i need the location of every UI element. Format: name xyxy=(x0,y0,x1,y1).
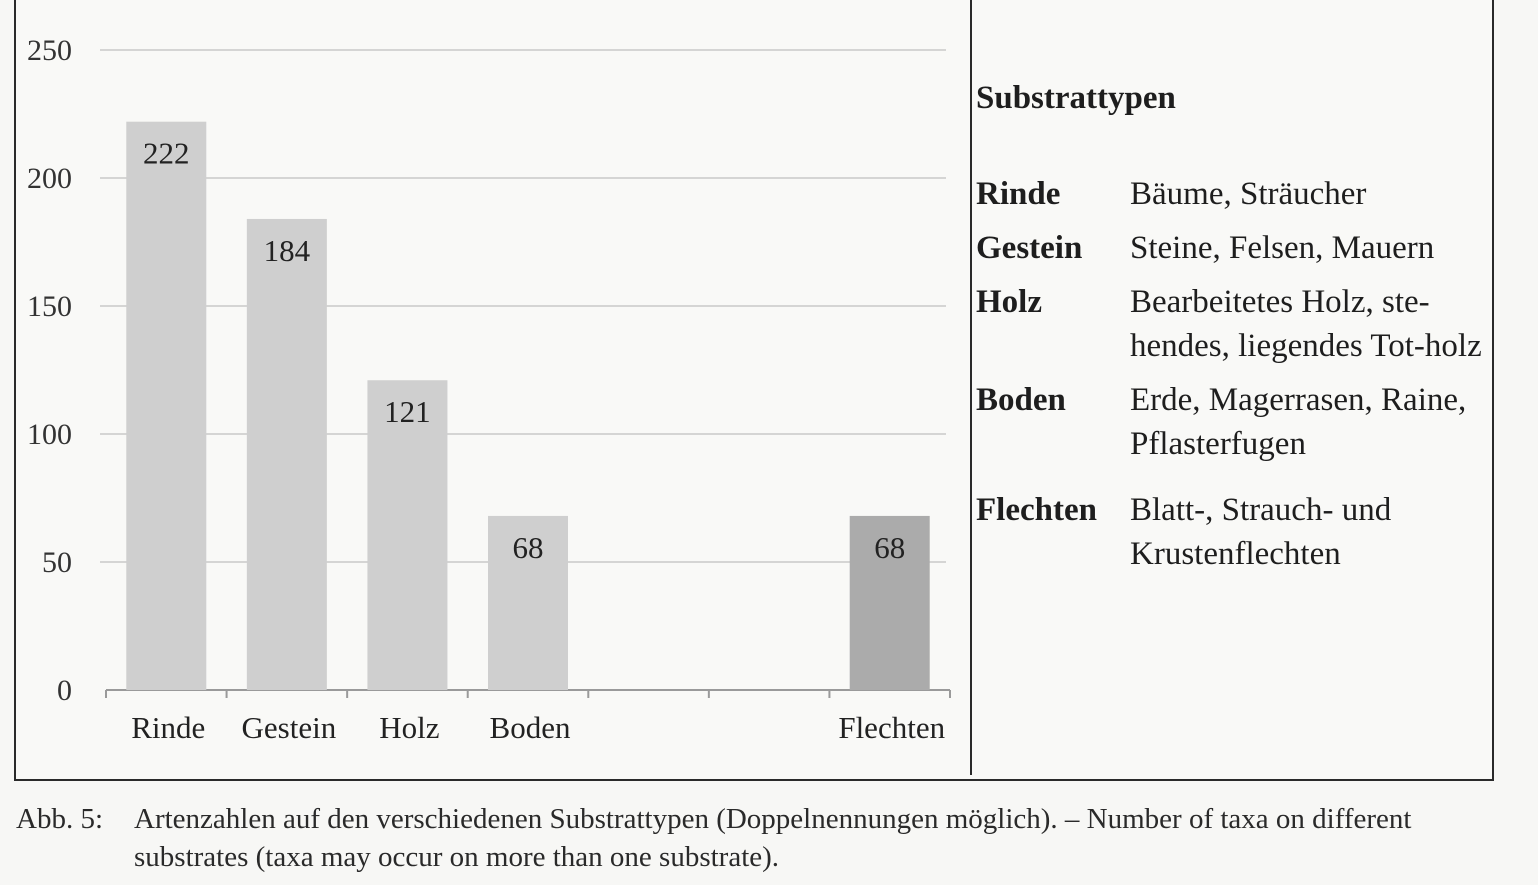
legend-desc: Bäume, Sträucher xyxy=(1130,176,1367,212)
caption-number: Abb. 5: xyxy=(16,803,103,835)
bar-chart: 0 50 100 150 200 250 222 Rinde 184 Gestein 121 Holz… xyxy=(27,34,951,745)
y-tick-label: 150 xyxy=(27,290,72,323)
bar-value-label: 68 xyxy=(874,530,905,565)
legend-title: Substrattypen xyxy=(976,80,1176,116)
x-category-label: Gestein xyxy=(242,710,337,745)
legend-term: Rinde xyxy=(976,176,1061,212)
panel-divider xyxy=(970,0,972,775)
bar xyxy=(126,121,207,691)
bar-value-label: 222 xyxy=(143,136,190,171)
bar xyxy=(488,515,568,690)
figure-caption: Abb. 5: Artenzahlen auf den verschiedene… xyxy=(16,800,1506,876)
bar-value-label: 184 xyxy=(264,233,311,268)
legend-row-boden: Boden Erde, Magerrasen, Raine, Pflasterf… xyxy=(976,378,1486,466)
legend-term: Flechten xyxy=(976,492,1097,528)
y-tick-label: 200 xyxy=(27,162,72,195)
legend-row-holz: Holz Bearbeitetes Holz, ste-hendes, lieg… xyxy=(976,280,1486,368)
y-tick-label: 250 xyxy=(27,34,72,67)
legend-desc: Erde, Magerrasen, Raine, Pflasterfugen xyxy=(1130,382,1467,462)
x-category-label: Holz xyxy=(379,710,439,745)
legend-term: Boden xyxy=(976,382,1066,418)
bar xyxy=(367,380,448,690)
legend-desc: Blatt-, Strauch- und Krustenflechten xyxy=(1130,492,1392,572)
legend-desc: Bearbeitetes Holz, ste-hendes, liegendes… xyxy=(1130,284,1482,364)
legend-row-flechten: Flechten Blatt-, Strauch- und Krustenfle… xyxy=(976,488,1486,576)
legend-panel: Substrattypen Rinde Bäume, Sträucher Ges… xyxy=(976,78,1486,586)
y-tick-label: 100 xyxy=(27,418,72,451)
y-tick-label: 0 xyxy=(57,674,72,707)
bar xyxy=(849,515,930,690)
y-tick-label: 50 xyxy=(42,546,72,579)
caption-text: Artenzahlen auf den verschiedenen Substr… xyxy=(134,803,1412,873)
bar xyxy=(246,218,327,690)
x-category-label: Rinde xyxy=(131,710,205,745)
x-category-label: Flechten xyxy=(838,710,945,745)
legend-row-rinde: Rinde Bäume, Sträucher xyxy=(976,172,1486,216)
x-category-label: Boden xyxy=(490,710,571,745)
legend-term: Gestein xyxy=(976,230,1083,266)
legend-desc: Steine, Felsen, Mauern xyxy=(1130,230,1435,266)
bar-value-label: 121 xyxy=(384,394,431,429)
legend-term: Holz xyxy=(976,284,1042,320)
bar-value-label: 68 xyxy=(513,530,544,565)
legend-row-gestein: Gestein Steine, Felsen, Mauern xyxy=(976,226,1486,270)
